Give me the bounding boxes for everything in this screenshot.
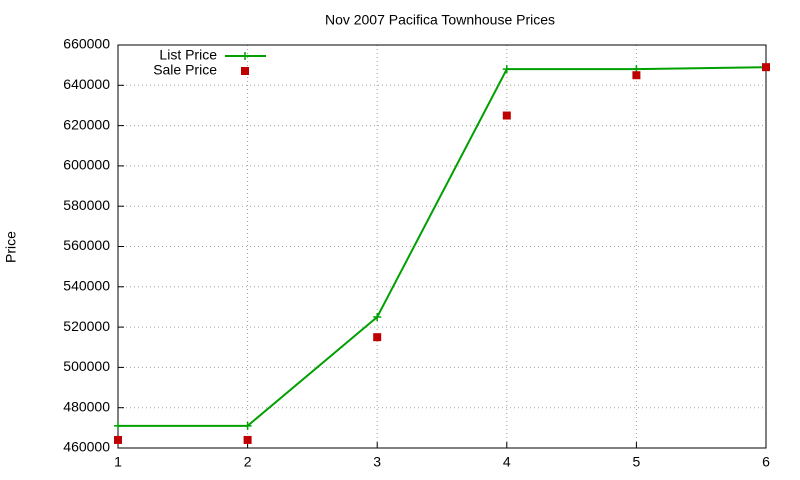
plot-frame xyxy=(117,44,767,449)
y-tick-label: 660000 xyxy=(63,36,110,52)
x-tick-label: 2 xyxy=(244,454,252,470)
legend-marker xyxy=(241,52,249,60)
y-tick-label: 540000 xyxy=(63,278,110,294)
series-line xyxy=(118,66,767,427)
point-marker xyxy=(114,421,122,430)
legend-marker xyxy=(241,67,249,75)
y-tick-label: 560000 xyxy=(63,237,110,253)
legend-label: Sale Price xyxy=(153,62,217,78)
x-tick-label: 5 xyxy=(633,454,641,470)
x-tick-label: 6 xyxy=(762,454,770,470)
point-marker xyxy=(632,71,641,80)
y-tick-label: 480000 xyxy=(63,398,110,414)
x-tick-label: 4 xyxy=(503,454,511,470)
point-marker xyxy=(114,435,122,444)
point-marker xyxy=(502,65,511,74)
point-marker xyxy=(243,421,252,430)
x-tick-label: 1 xyxy=(114,454,122,470)
y-tick-label: 600000 xyxy=(63,157,110,173)
x-tick-label: 3 xyxy=(373,454,381,470)
y-tick-label: 640000 xyxy=(63,76,110,92)
y-tick-label: 460000 xyxy=(63,439,110,455)
chart-title: Nov 2007 Pacifica Townhouse Prices xyxy=(325,12,555,28)
point-marker xyxy=(762,63,770,72)
point-marker xyxy=(373,313,382,322)
y-axis-label: Price xyxy=(3,231,19,263)
point-marker xyxy=(373,333,382,342)
y-tick-label: 500000 xyxy=(63,358,110,374)
point-marker xyxy=(243,435,252,444)
y-tick-label: 580000 xyxy=(63,197,110,213)
y-tick-label: 520000 xyxy=(63,318,110,334)
y-tick-label: 620000 xyxy=(63,116,110,132)
point-marker xyxy=(502,111,511,120)
legend-label: List Price xyxy=(159,47,217,63)
